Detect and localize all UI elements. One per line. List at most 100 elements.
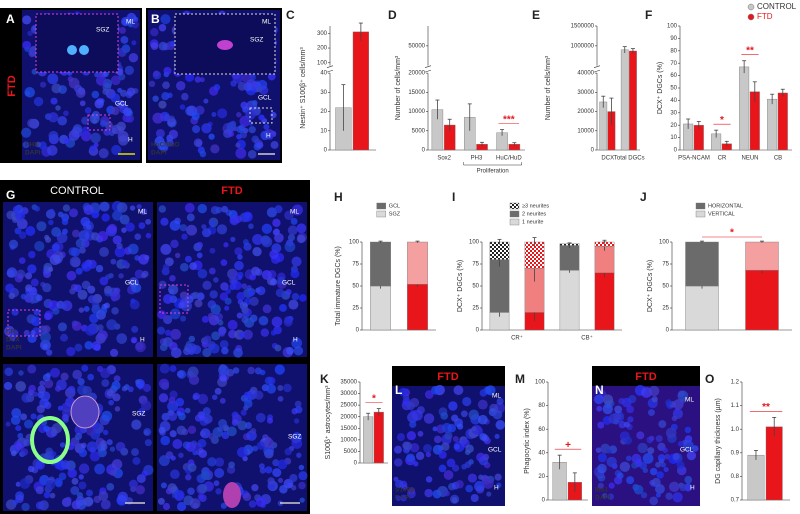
axis-break (593, 65, 601, 73)
nucleus (211, 394, 218, 400)
bar-segment (407, 284, 428, 331)
nucleus (290, 269, 300, 279)
nucleus (168, 115, 176, 123)
y-axis-label: Total immature DGCs (%) (335, 246, 342, 326)
nucleus (613, 476, 623, 485)
nucleus (160, 243, 172, 255)
y-axis-label: DCX⁺ DGCs (%) (457, 260, 464, 312)
nucleus (647, 447, 655, 455)
nucleus (214, 457, 225, 467)
nucleus (168, 411, 178, 421)
legend-swatch (695, 210, 706, 218)
nucleus (175, 252, 181, 259)
nucleus (215, 206, 223, 214)
nucleus (684, 435, 693, 443)
nucleus (679, 483, 687, 492)
y-tick-label: 25 (472, 306, 479, 312)
nucleus (21, 127, 32, 138)
nucleus (140, 208, 148, 215)
bar (629, 50, 637, 151)
nucleus (655, 492, 661, 498)
x-tick-label: CB (774, 156, 782, 162)
nucleus (111, 307, 119, 315)
nucleus (111, 295, 118, 302)
region: ML (138, 209, 147, 216)
nucleus (71, 321, 82, 331)
nucleus (216, 224, 228, 235)
nucleus (60, 460, 71, 470)
nucleus (665, 399, 672, 407)
nucleus (194, 76, 202, 83)
nucleus (242, 492, 252, 502)
nucleus (496, 397, 504, 405)
nucleus (444, 431, 453, 440)
bar-segment (745, 241, 779, 271)
nucleus (476, 452, 486, 462)
nucleus (169, 40, 176, 47)
nucleus (94, 99, 104, 109)
nucleus (24, 46, 30, 52)
nucleus (672, 452, 680, 461)
panel-letter: G (6, 188, 15, 202)
nucleus (78, 474, 84, 480)
nucleus (293, 418, 300, 424)
nucleus (48, 130, 59, 141)
nucleus (157, 310, 167, 320)
nucleus (680, 397, 686, 404)
nucleus (623, 421, 630, 428)
nucleus (231, 411, 239, 419)
nucleus (210, 144, 220, 154)
nucleus (45, 447, 54, 456)
nucleus (663, 467, 669, 473)
nucleus (658, 420, 667, 429)
nucleus (158, 100, 167, 109)
nucleus (12, 205, 21, 214)
nucleus (185, 474, 192, 481)
nucleus (129, 205, 136, 211)
y-tick-label: 1.1 (731, 403, 740, 409)
nucleus (614, 405, 623, 414)
nucleus (264, 466, 273, 474)
nucleus (212, 427, 223, 438)
nucleus (185, 340, 192, 347)
region: GCL (125, 280, 139, 287)
nucleus (289, 473, 298, 483)
nucleus (254, 390, 264, 400)
nucleus (167, 400, 179, 412)
legend-swatch (695, 202, 706, 210)
nucleus (177, 369, 187, 379)
nucleus (260, 130, 270, 141)
nucleus (243, 127, 249, 134)
nucleus (218, 364, 229, 376)
nucleus (65, 496, 72, 504)
nucleus (208, 86, 219, 96)
nucleus (274, 232, 284, 243)
nucleus (120, 89, 128, 97)
nucleus (170, 239, 179, 249)
nucleus (18, 370, 24, 376)
nucleus (91, 341, 101, 351)
nucleus (250, 428, 257, 435)
panel-letter: E (532, 8, 540, 22)
nucleus (181, 233, 188, 240)
nucleus (131, 325, 139, 333)
nucleus (192, 392, 200, 400)
nucleus (196, 252, 203, 259)
nucleus (209, 220, 215, 226)
stain: DAPI (151, 150, 167, 157)
nucleus (291, 204, 303, 216)
y-tick-label: 15000 (408, 90, 425, 96)
y-axis-label: S100β⁺ astrocytes/mm³ (325, 385, 332, 460)
nucleus (81, 261, 92, 272)
nucleus (394, 445, 402, 454)
nucleus (113, 375, 121, 383)
nucleus (81, 126, 90, 135)
y-tick-label: 70 (670, 61, 677, 67)
nucleus (43, 425, 50, 432)
x-tick-label: PSA-NCAM (678, 156, 710, 162)
bar-segment (685, 285, 719, 331)
nucleus (43, 491, 51, 499)
nucleus (118, 135, 129, 146)
nucleus (106, 483, 115, 491)
nucleus (78, 463, 90, 474)
